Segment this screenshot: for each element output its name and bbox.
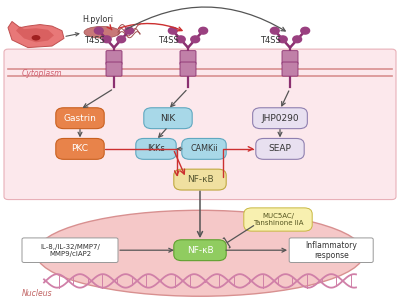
Circle shape (199, 27, 208, 34)
FancyBboxPatch shape (56, 138, 104, 159)
FancyBboxPatch shape (180, 51, 196, 65)
Circle shape (270, 27, 279, 34)
FancyBboxPatch shape (4, 49, 396, 200)
FancyBboxPatch shape (282, 51, 298, 65)
Text: Gastrin: Gastrin (64, 114, 96, 123)
FancyBboxPatch shape (253, 108, 307, 129)
Circle shape (191, 36, 200, 43)
Polygon shape (8, 21, 64, 48)
Circle shape (94, 27, 103, 34)
Text: NF-κB: NF-κB (187, 246, 213, 255)
Text: H.pylori: H.pylori (82, 15, 114, 25)
Polygon shape (16, 26, 54, 42)
Circle shape (278, 36, 287, 43)
Text: Nucleus: Nucleus (22, 289, 53, 298)
Text: MUC5AC/
Tanshinone IIA: MUC5AC/ Tanshinone IIA (253, 213, 303, 226)
Circle shape (176, 36, 185, 43)
FancyBboxPatch shape (56, 108, 104, 129)
Text: Inflammatory
response: Inflammatory response (305, 240, 357, 260)
Circle shape (102, 36, 111, 43)
Text: T4SS: T4SS (158, 36, 178, 45)
Circle shape (117, 36, 126, 43)
FancyBboxPatch shape (136, 138, 176, 159)
FancyBboxPatch shape (256, 138, 304, 159)
Text: CAMKii: CAMKii (190, 144, 218, 154)
FancyBboxPatch shape (22, 238, 118, 262)
Text: IKKs: IKKs (147, 144, 165, 154)
FancyBboxPatch shape (174, 240, 226, 261)
Ellipse shape (84, 26, 120, 38)
FancyBboxPatch shape (106, 51, 122, 65)
Text: SEAP: SEAP (268, 144, 292, 154)
Circle shape (293, 36, 302, 43)
Ellipse shape (32, 35, 40, 41)
Text: T4SS: T4SS (260, 36, 280, 45)
Text: T4SS: T4SS (84, 36, 104, 45)
Text: NF-κB: NF-κB (187, 175, 213, 184)
FancyBboxPatch shape (106, 62, 122, 76)
FancyBboxPatch shape (282, 62, 298, 76)
FancyBboxPatch shape (174, 169, 226, 190)
Text: Cytoplasm: Cytoplasm (22, 68, 62, 78)
FancyBboxPatch shape (182, 138, 226, 159)
Text: IL-8,/IL-32/MMP7/
MMP9/cIAP2: IL-8,/IL-32/MMP7/ MMP9/cIAP2 (40, 244, 100, 257)
FancyBboxPatch shape (144, 108, 192, 129)
Text: JHP0290: JHP0290 (261, 114, 299, 123)
FancyBboxPatch shape (289, 238, 373, 262)
Circle shape (168, 27, 177, 34)
Circle shape (301, 27, 310, 34)
FancyBboxPatch shape (244, 208, 312, 231)
Ellipse shape (36, 210, 364, 296)
Circle shape (125, 27, 134, 34)
FancyBboxPatch shape (180, 62, 196, 76)
Text: NIK: NIK (160, 114, 176, 123)
Text: PKC: PKC (72, 144, 88, 154)
